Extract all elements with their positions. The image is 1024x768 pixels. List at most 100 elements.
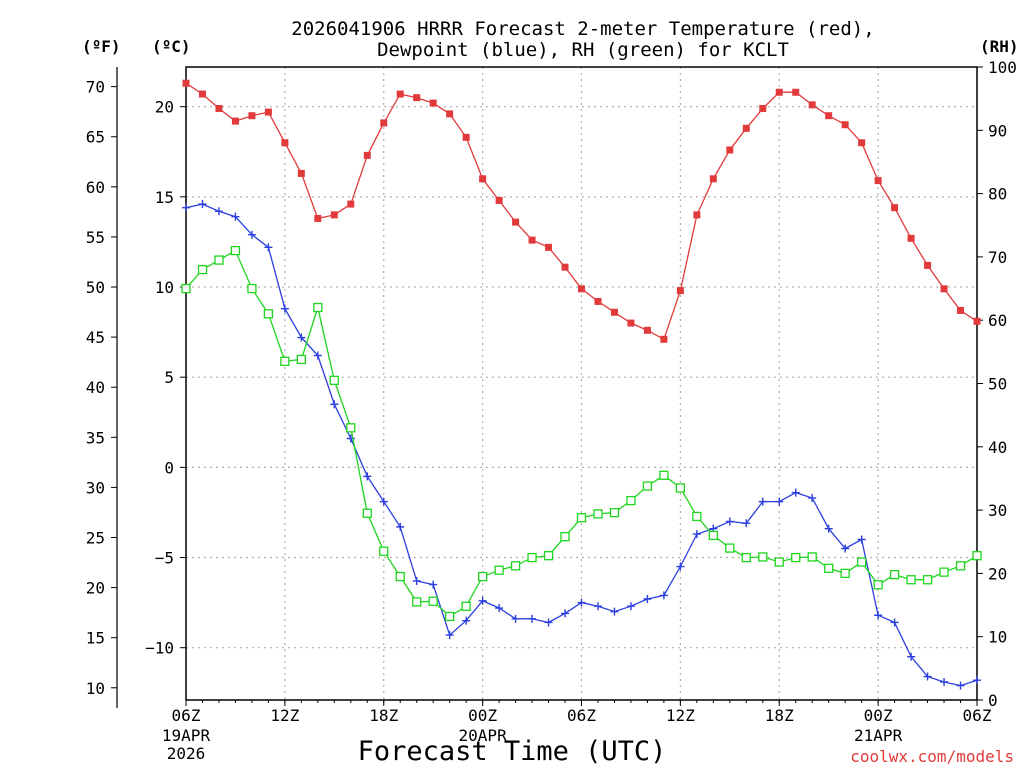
rh-point [972,551,982,561]
rh-point [395,571,405,582]
dewpoint-point [775,497,784,506]
temperature-point [281,139,289,147]
rh-point [428,596,438,606]
temperature-point [775,88,783,96]
dewpoint-point [561,609,570,618]
chart-title-line-2: Dewpoint (blue), RH (green) for KCLT [377,39,789,61]
data-series [181,79,982,690]
rh-point [675,483,686,493]
rh-point [609,507,620,518]
temperature-point [495,196,503,204]
dewpoint-point [956,681,965,690]
fahrenheit-tick-label: 40 [86,378,105,397]
rh-point [560,532,570,542]
rh-tick-label: 0 [988,691,998,710]
dewpoint-point [874,611,883,620]
temperature-point [891,204,899,212]
rh-point [461,601,471,611]
dewpoint-point [198,200,207,209]
dewpoint-point [182,203,190,212]
dewpoint-point [577,598,586,607]
dewpoint-point [676,562,685,571]
x-tick-label: 18Z [765,706,794,725]
rh-point [922,575,933,585]
dewpoint-point [973,676,981,685]
rh-point [642,481,653,491]
fahrenheit-tick-label: 70 [86,78,105,97]
dewpoint-point [808,494,817,503]
celsius-tick-label: 0 [164,458,174,477]
rh-point [692,511,702,522]
dewpoint-point [857,535,866,544]
fahrenheit-unit-label: (ºF) [82,37,121,56]
dewpoint-point [313,351,322,360]
temperature-point [578,285,585,293]
temperature-point [297,169,305,177]
rh-point [939,567,949,577]
dewpoint-point [593,602,602,611]
dewpoint-point [379,497,388,506]
temperature-point [248,112,256,120]
dewpoint-point [330,400,339,409]
dewpoint-point [841,544,850,553]
rh-tick-label: 10 [988,628,1007,647]
chart-title-line-1: 2026041906 HRRR Forecast 2-meter Tempera… [291,18,874,40]
temperature-point [231,117,239,125]
celsius-tick-label: 20 [155,98,174,117]
dewpoint-point [923,672,932,681]
x-tick-date-label: 21APR [854,726,903,745]
dewpoint-point [478,596,487,605]
dewpoint-point [659,591,668,600]
dewpoint-point [610,607,619,616]
temperature-point [874,177,882,185]
temperature-point [264,108,272,116]
temperature-point [676,287,684,295]
fahrenheit-tick-label: 60 [86,178,105,197]
dewpoint-point [907,652,916,661]
rh-tick-label: 70 [988,248,1007,267]
rh-tick-label: 80 [988,185,1007,204]
rh-point [263,309,274,319]
dewpoint-point [462,616,471,625]
dewpoint-point [247,230,256,239]
rh-point [412,597,422,607]
dewpoint-point [791,488,800,497]
rh-point [889,570,900,580]
x-tick-label: 00Z [468,706,497,725]
temperature-point [627,319,635,327]
temperature-point [330,211,338,219]
fahrenheit-tick-label: 25 [86,528,105,547]
temperature-point [957,306,965,314]
rh-point [379,546,389,556]
temperature-point [198,90,206,98]
rh-point [741,552,751,563]
dewpoint-point [824,524,833,533]
x-tick-label: 18Z [369,706,398,725]
rh-point [955,561,966,571]
dewpoint-point [528,614,537,623]
rh-point [214,255,224,265]
x-tick-label: 06Z [172,706,201,725]
rh-point [346,423,356,433]
fahrenheit-tick-label: 55 [86,228,105,247]
temperature-point [215,104,223,112]
dewpoint-point [429,580,438,589]
dewpoint-point [692,530,701,539]
temperature-point [182,79,190,87]
rh-point [856,557,867,567]
fahrenheit-tick-label: 20 [86,579,105,598]
rh-point [906,575,916,585]
dewpoint-point [725,517,734,526]
dewpoint-point [445,631,454,640]
temperature-point [643,326,651,334]
celsius-tick-label: −10 [145,639,174,658]
temperature-point [825,112,833,120]
rh-point [708,530,718,541]
temperature-point [314,214,322,222]
temperature-point [973,317,981,325]
temperature-point [841,121,849,129]
dewpoint-point [363,472,372,481]
rh-point [181,283,191,294]
rh-point [758,552,768,562]
x-tick-label: 00Z [864,706,893,725]
